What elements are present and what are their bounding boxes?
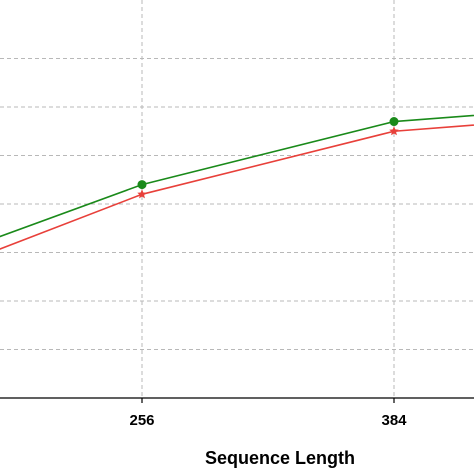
series-2 [0,124,474,250]
series-line [0,114,474,238]
series-line [0,124,474,250]
x-axis-title: Sequence Length [205,448,355,468]
series-1 [0,114,474,238]
data-point [137,189,147,199]
data-point [389,126,399,136]
data-point [137,180,147,190]
x-tick-label: 384 [381,412,407,429]
data-point [389,117,399,127]
axes [0,397,474,403]
x-tick-labels: 256 384 [129,412,407,429]
x-tick-label: 256 [129,412,154,429]
grid [0,0,474,398]
series-group [0,114,474,250]
